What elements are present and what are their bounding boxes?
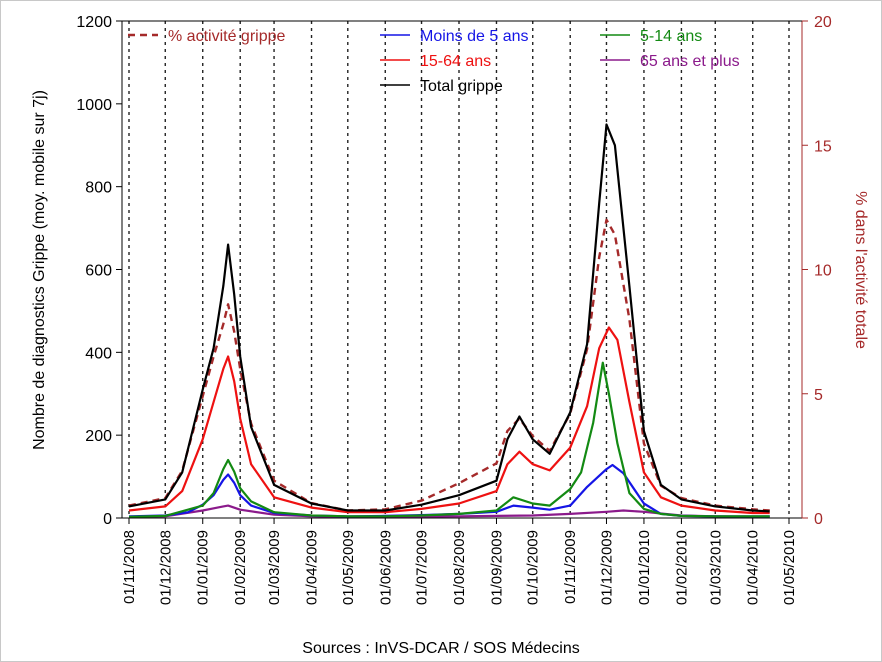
x-tick-label: 01/10/2009: [525, 530, 542, 605]
y2-axis-title: % dans l'activité totale: [852, 191, 869, 349]
x-tick-label: 01/11/2008: [121, 530, 138, 604]
y-tick-label: 600: [85, 263, 112, 280]
y2-tick-label: 10: [814, 263, 832, 280]
x-tick-label: 01/01/2009: [195, 530, 212, 605]
y2-tick-label: 0: [814, 511, 823, 528]
grid-layer: [128, 21, 790, 518]
legend-label: 5-14 ans: [640, 28, 702, 45]
y-axis-title: Nombre de diagnostics Grippe (moy. mobil…: [31, 90, 48, 450]
x-tick-label: 01/06/2009: [377, 530, 394, 605]
series-line-5: [128, 218, 770, 512]
source-caption: Sources : InVS-DCAR / SOS Médecins: [302, 640, 580, 657]
y-tick-label: 200: [85, 428, 112, 445]
x-tick-label: 01/05/2009: [340, 530, 357, 605]
x-tick-label: 01/12/2009: [598, 530, 615, 605]
x-tick-label: 01/08/2009: [451, 530, 468, 605]
series-line-4: [128, 123, 770, 513]
y-tick-label: 800: [85, 180, 112, 197]
x-tick-label: 01/01/2010: [636, 530, 653, 605]
axes-layer: 01/11/2008 01/12/2008 01/01/2009 01/02/2009…: [76, 14, 831, 605]
x-tick-label: 01/09/2009: [488, 530, 505, 605]
legend: % activité grippe Moins de 5 ans 5-14 ans 1…: [128, 28, 740, 95]
x-tick-label: 01/03/2009: [266, 530, 283, 605]
x-tick-label: 01/02/2009: [232, 530, 249, 605]
series-line-1: [128, 361, 770, 518]
legend-label: % activité grippe: [168, 28, 285, 45]
y2-tick-label: 15: [814, 138, 832, 155]
y-tick-label: 1000: [76, 97, 112, 114]
x-tick-label: 01/12/2008: [157, 530, 174, 605]
x-tick-label: 01/03/2010: [707, 530, 724, 605]
x-tick-label: 01/04/2009: [304, 530, 321, 605]
y-tick-label: 1200: [76, 14, 112, 31]
x-tick-label: 01/05/2010: [781, 530, 798, 605]
series-layer: [128, 123, 770, 518]
legend-label: Moins de 5 ans: [420, 28, 529, 45]
y2-tick-label: 5: [814, 387, 823, 404]
x-tick-label: 01/02/2010: [673, 530, 690, 605]
x-tick-label: 01/07/2009: [414, 530, 431, 605]
x-tick-label: 01/04/2010: [745, 530, 762, 605]
y-tick-label: 0: [103, 511, 112, 528]
series-line-2: [128, 326, 770, 515]
legend-label: 65 ans et plus: [640, 53, 740, 70]
legend-label: Total grippe: [420, 78, 503, 95]
series-line-0: [128, 463, 770, 518]
legend-label: 15-64 ans: [420, 53, 491, 70]
y2-tick-label: 20: [814, 14, 832, 31]
x-tick-label: 01/11/2009: [562, 530, 579, 604]
y-tick-label: 400: [85, 345, 112, 362]
